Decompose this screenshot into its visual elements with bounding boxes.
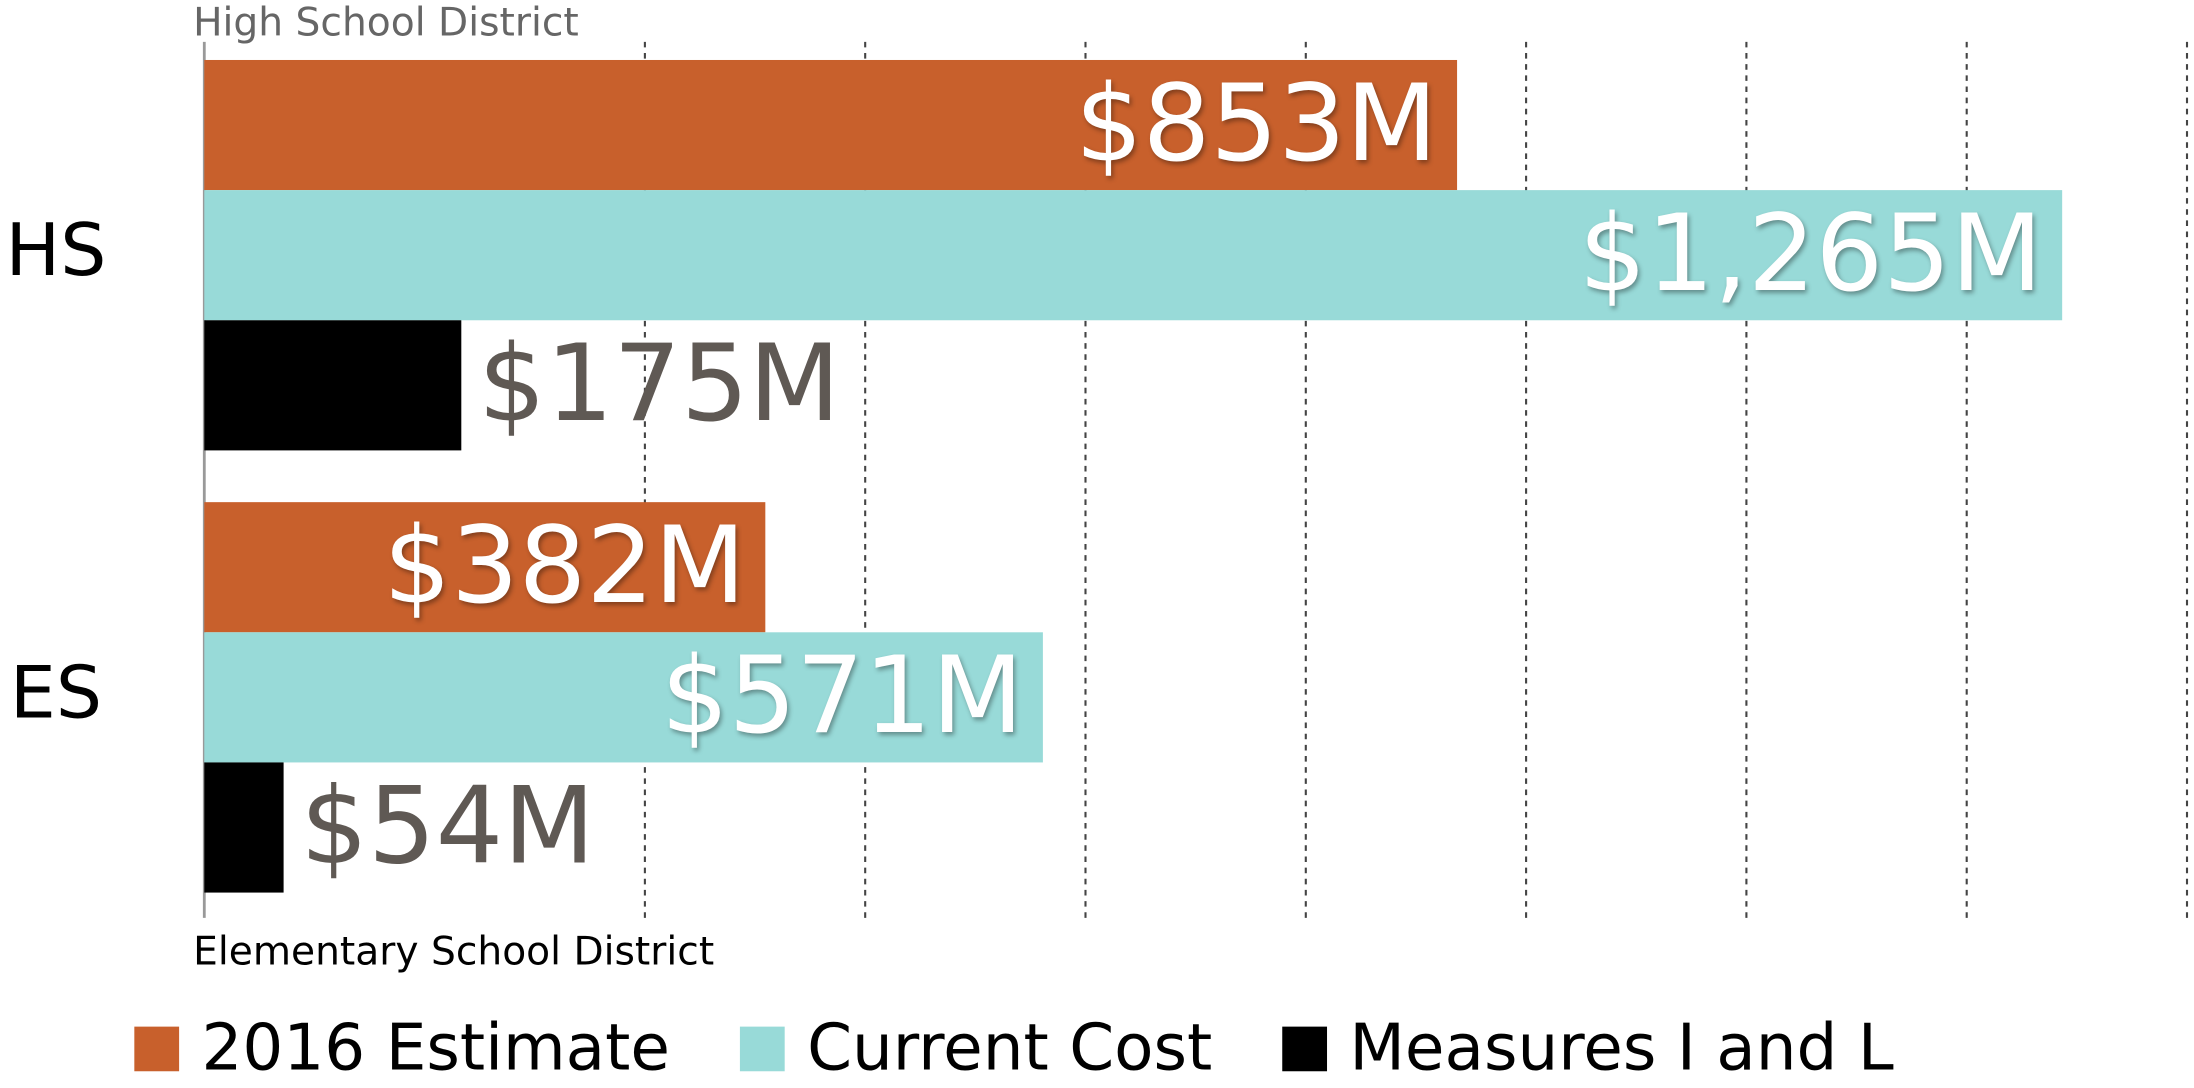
annotation: Elementary School District (193, 930, 714, 975)
bar (204, 59, 1458, 191)
legend-swatch (1282, 1026, 1328, 1072)
legend-label: 2016 Estimate (201, 1010, 669, 1085)
bar (204, 190, 2063, 321)
annotation: High School District (193, 1, 579, 46)
value-label: $382M (383, 504, 745, 628)
value-label: $175M (478, 322, 840, 446)
legend-swatch (134, 1026, 180, 1072)
category-label: ES (10, 651, 102, 735)
bar (204, 502, 766, 633)
value-label: $1,265M (1579, 192, 2043, 316)
legend-swatch (739, 1026, 785, 1072)
legend-label: Measures I and L (1349, 1010, 1893, 1085)
value-label: $54M (300, 764, 595, 888)
value-label: $571M (661, 634, 1023, 758)
legend-label: Current Cost (807, 1010, 1212, 1085)
bar (204, 762, 284, 893)
value-label: $853M (1075, 62, 1437, 186)
bar (204, 632, 1043, 763)
bar (204, 320, 462, 451)
category-label: HS (6, 209, 107, 293)
